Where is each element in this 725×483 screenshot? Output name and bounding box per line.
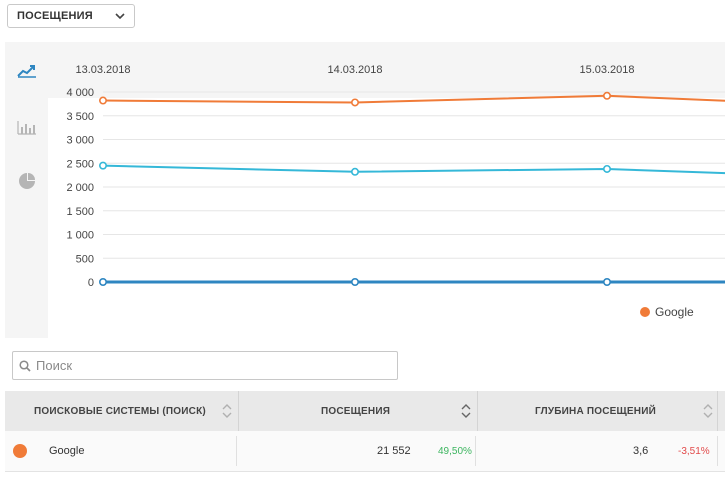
y-tick-label: 1 500 [66,206,94,218]
legend-swatch [640,307,650,317]
search-icon [19,359,31,372]
column-divider [717,391,718,431]
cell-divider [717,436,718,466]
data-point [602,277,611,286]
data-point [99,96,108,105]
tab-line-chart[interactable] [5,42,48,97]
column-header-visits[interactable]: ПОСЕЩЕНИЯ [321,391,441,431]
column-header-label: ГЛУБИНА ПОСЕЩЕНИЙ [535,405,656,417]
y-tick-label: 4 000 [66,87,94,99]
legend-label: Google [655,305,694,319]
tab-bar-chart[interactable] [5,99,48,154]
column-header-label: ПОСЕЩЕНИЯ [321,405,391,417]
search-field[interactable] [12,351,398,380]
sort-icon[interactable] [702,402,714,420]
column-header-label: ПОИСКОВЫЕ СИСТЕМЫ (ПОИСК) [34,405,206,417]
table-row[interactable]: Google 21 552 49,50% 3,6 -3,51% [5,431,725,472]
series-line [102,94,725,104]
y-tick-label: 2 500 [66,158,94,170]
chevron-down-icon [115,13,125,20]
data-point [99,277,108,286]
data-point [602,164,611,173]
table-header: ПОИСКОВЫЕ СИСТЕМЫ (ПОИСК) ПОСЕЩЕНИЯ ГЛУБ… [5,391,725,431]
column-divider [477,391,478,431]
column-header-visit-depth[interactable]: ГЛУБИНА ПОСЕЩЕНИЙ [535,391,675,431]
row-visits-percent: 49,50% [438,445,472,457]
series-color-dot [13,444,27,458]
chart-plot-area [48,98,725,338]
row-visit-depth: 3,6 [633,445,649,457]
series-line [102,164,725,175]
y-tick-label: 500 [76,253,94,265]
y-tick-label: 1 000 [66,230,94,242]
column-divider [238,391,239,431]
cell-divider [475,436,476,466]
y-tick-label: 0 [88,277,94,289]
data-point [350,277,359,286]
sort-icon[interactable] [221,402,233,420]
x-tick-label: 13.03.2018 [75,64,130,76]
x-tick-label: 15.03.2018 [579,64,634,76]
tab-pie-chart[interactable] [5,153,48,208]
metric-select-label: ПОСЕЩЕНИЯ [17,10,93,22]
x-tick-label: 14.03.2018 [327,64,382,76]
data-point [350,167,359,176]
data-point [350,98,359,107]
y-tick-label: 3 000 [66,135,94,147]
search-input[interactable] [34,357,378,374]
chart-date-header [48,42,725,98]
row-visit-depth-percent: -3,51% [678,445,710,457]
bar-chart-icon [16,120,36,135]
row-visits: 21 552 [377,445,411,457]
data-point [602,91,611,100]
column-header-search-engines[interactable]: ПОИСКОВЫЕ СИСТЕМЫ (ПОИСК) [34,391,234,431]
cell-divider [236,436,237,466]
row-search-engine: Google [49,445,85,457]
data-point [99,161,108,170]
line-chart-icon [16,64,36,78]
metric-select[interactable]: ПОСЕЩЕНИЯ [7,4,135,28]
pie-chart-icon [18,172,35,189]
chart-type-tabs [5,42,48,338]
sort-icon[interactable] [460,402,472,420]
y-tick-label: 3 500 [66,111,94,123]
y-tick-label: 2 000 [66,182,94,194]
